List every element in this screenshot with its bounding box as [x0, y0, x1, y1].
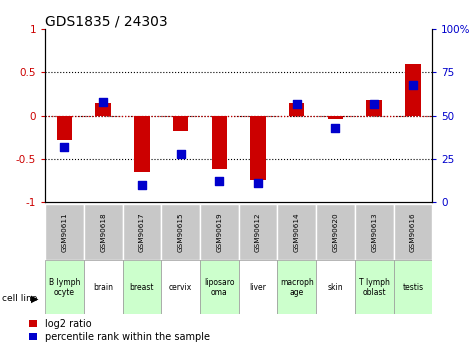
Bar: [355, 204, 393, 260]
Bar: [316, 204, 355, 260]
Bar: [238, 204, 277, 260]
Legend: log2 ratio, percentile rank within the sample: log2 ratio, percentile rank within the s…: [28, 319, 210, 342]
Text: GSM90619: GSM90619: [216, 212, 222, 252]
Bar: [45, 204, 84, 260]
Bar: [57, 116, 72, 140]
Point: [138, 182, 146, 187]
Bar: [316, 260, 355, 314]
Point: [61, 144, 68, 149]
Text: ▶: ▶: [31, 294, 39, 303]
Bar: [355, 260, 393, 314]
Text: brain: brain: [93, 283, 113, 292]
Bar: [45, 260, 84, 314]
Bar: [84, 260, 123, 314]
Point: [216, 178, 223, 184]
Bar: [161, 260, 200, 314]
Bar: [393, 204, 432, 260]
Bar: [211, 116, 227, 169]
Point: [293, 101, 301, 106]
Text: cell line: cell line: [2, 294, 38, 303]
Point: [99, 99, 107, 105]
Bar: [161, 204, 200, 260]
Bar: [200, 260, 239, 314]
Point: [370, 101, 378, 106]
Bar: [250, 116, 266, 180]
Text: liposaro
oma: liposaro oma: [204, 277, 235, 297]
Text: GDS1835 / 24303: GDS1835 / 24303: [45, 14, 168, 28]
Bar: [134, 116, 150, 171]
Point: [254, 180, 262, 186]
Bar: [238, 260, 277, 314]
Text: macroph
age: macroph age: [280, 277, 314, 297]
Text: GSM90616: GSM90616: [410, 212, 416, 252]
Point: [332, 125, 339, 130]
Bar: [366, 100, 382, 116]
Text: breast: breast: [130, 283, 154, 292]
Bar: [200, 204, 239, 260]
Text: T lymph
oblast: T lymph oblast: [359, 277, 390, 297]
Text: GSM90618: GSM90618: [100, 212, 106, 252]
Text: testis: testis: [402, 283, 423, 292]
Bar: [123, 204, 161, 260]
Bar: [328, 116, 343, 119]
Bar: [95, 103, 111, 116]
Bar: [173, 116, 189, 131]
Text: GSM90612: GSM90612: [255, 212, 261, 252]
Bar: [393, 260, 432, 314]
Text: B lymph
ocyte: B lymph ocyte: [49, 277, 80, 297]
Text: GSM90611: GSM90611: [61, 212, 67, 252]
Bar: [123, 260, 161, 314]
Text: GSM90617: GSM90617: [139, 212, 145, 252]
Bar: [277, 260, 316, 314]
Bar: [84, 204, 123, 260]
Point: [177, 151, 184, 156]
Text: GSM90615: GSM90615: [178, 212, 184, 252]
Bar: [289, 104, 304, 116]
Bar: [277, 204, 316, 260]
Point: [409, 82, 417, 87]
Text: GSM90620: GSM90620: [332, 212, 339, 252]
Text: skin: skin: [328, 283, 343, 292]
Text: liver: liver: [249, 283, 266, 292]
Text: GSM90614: GSM90614: [294, 212, 300, 252]
Bar: [405, 64, 421, 116]
Text: cervix: cervix: [169, 283, 192, 292]
Text: GSM90613: GSM90613: [371, 212, 377, 252]
